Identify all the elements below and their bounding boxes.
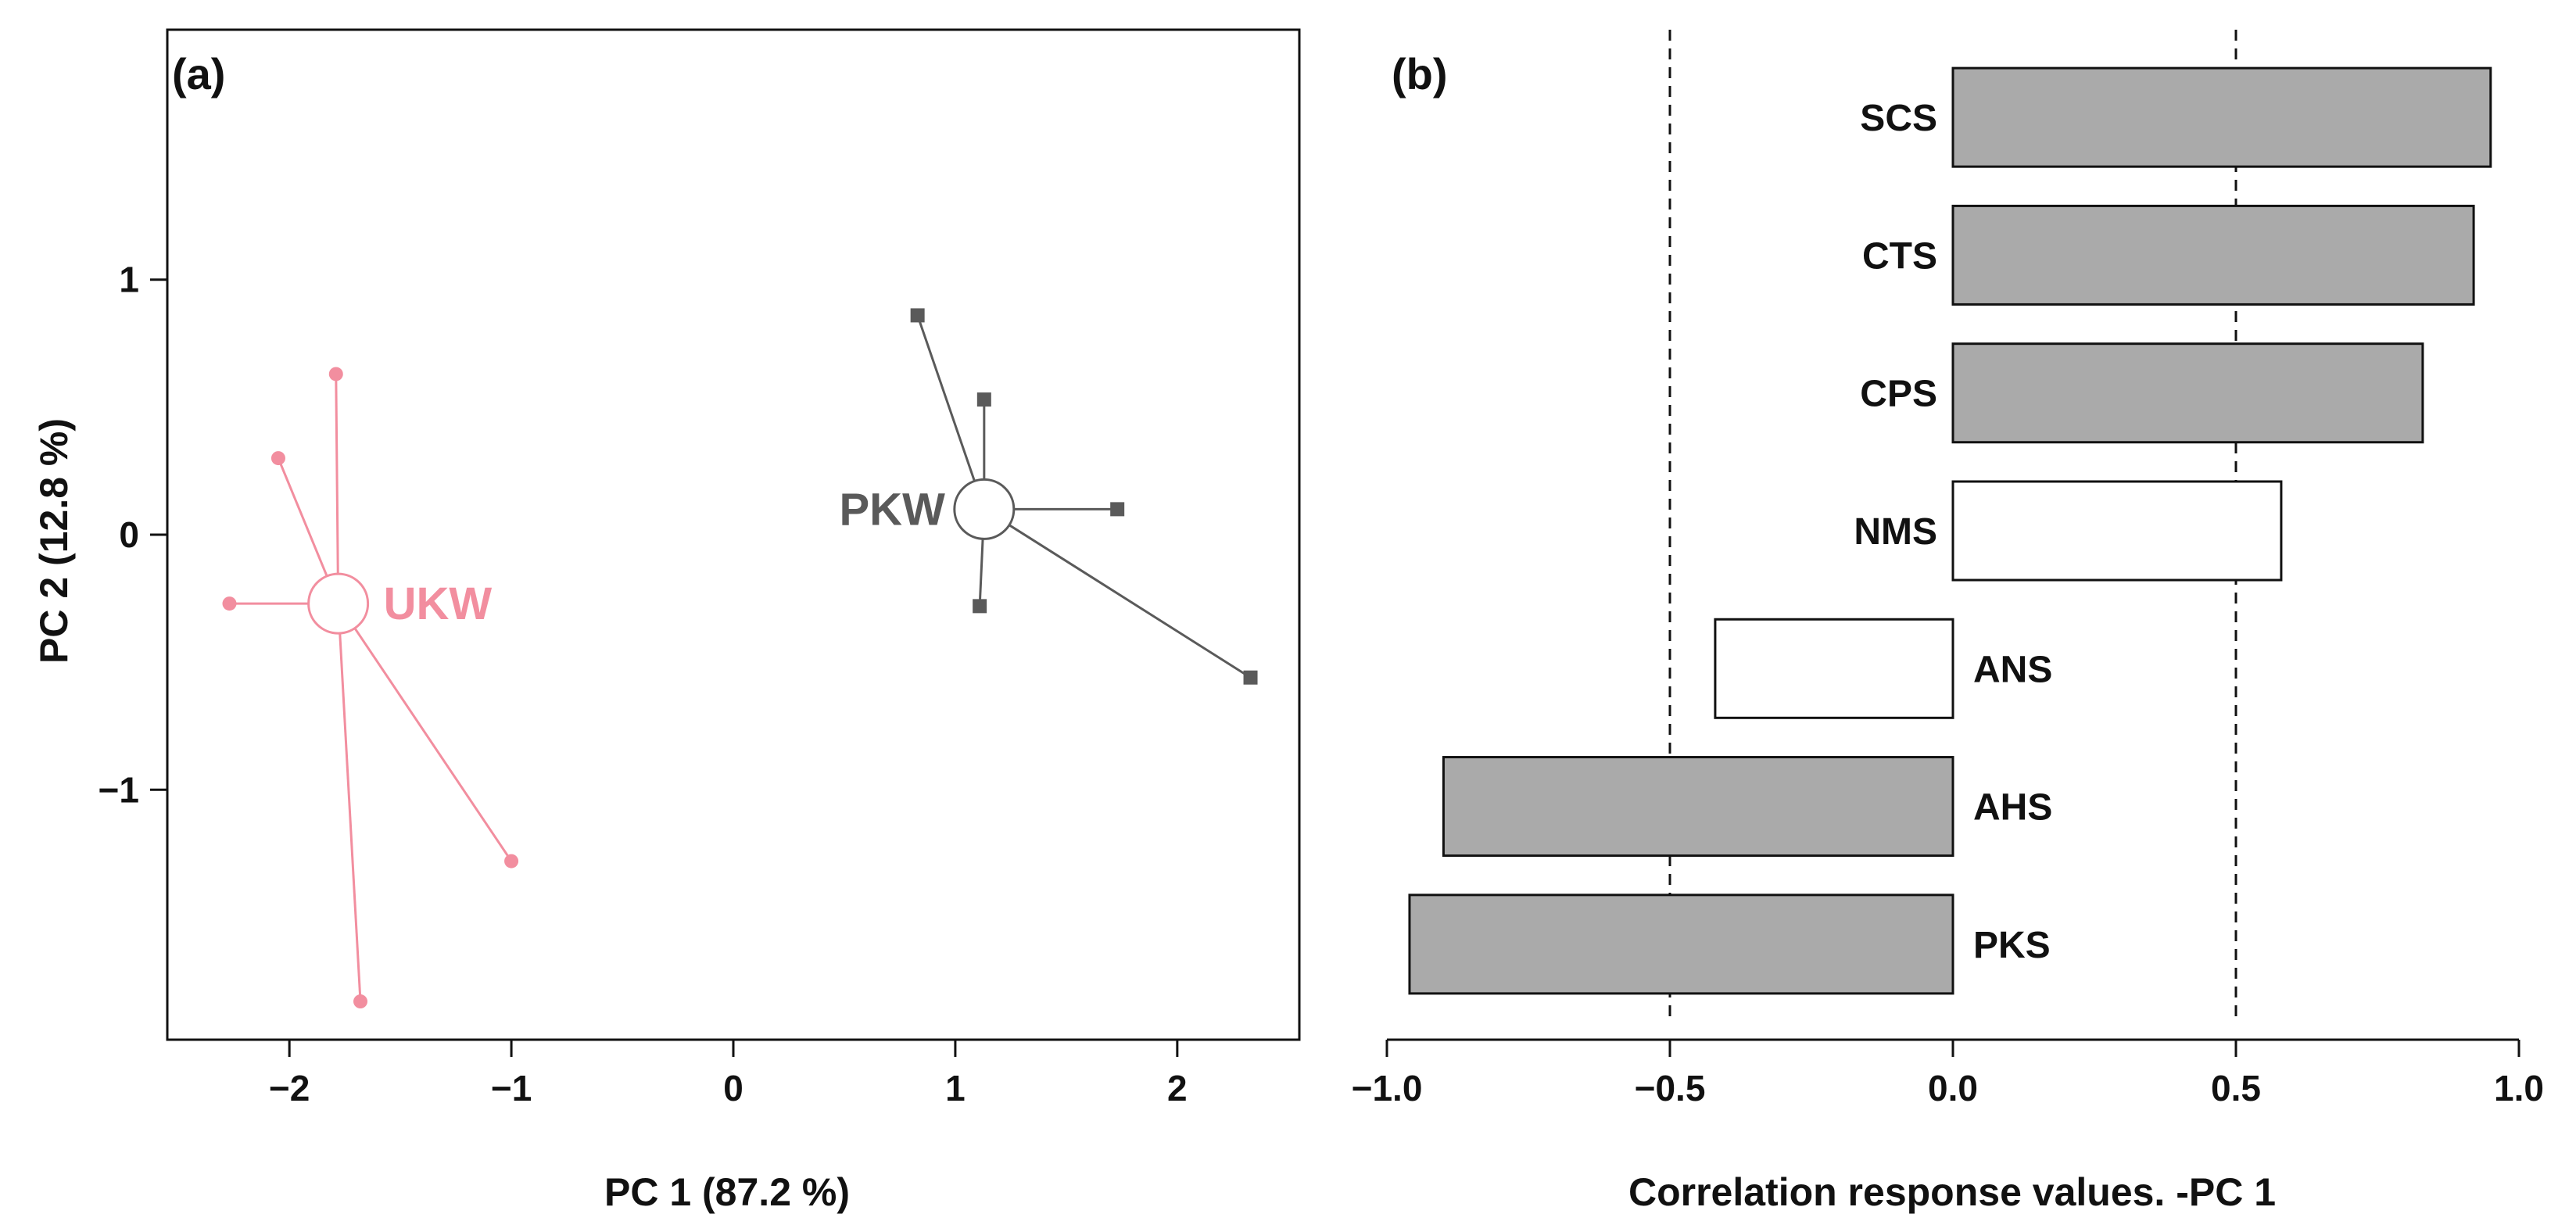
ukw-centroid bbox=[307, 572, 370, 635]
pkw-group-label: PKW bbox=[840, 484, 946, 535]
panel-b-label: (b) bbox=[1392, 49, 1448, 98]
bar-cps bbox=[1951, 342, 2424, 444]
bar-label-ans: ANS bbox=[1973, 649, 2052, 690]
pkw-point bbox=[973, 599, 987, 614]
ukw-spoke-line bbox=[337, 603, 513, 862]
ukw-point bbox=[328, 367, 343, 381]
panel-a-x-tick-label: −2 bbox=[269, 1068, 310, 1108]
panel-a-x-axis-title: PC 1 (87.2 %) bbox=[604, 1170, 850, 1214]
panel-b-x-tick-label: 1.0 bbox=[2494, 1068, 2544, 1108]
ukw-point bbox=[270, 451, 285, 466]
bar-nms bbox=[1951, 480, 2283, 582]
bar-ans bbox=[1714, 618, 1954, 719]
panel-a-x-tick-label: −1 bbox=[491, 1068, 532, 1108]
panel-a-label: (a) bbox=[172, 49, 225, 98]
ukw-point bbox=[504, 854, 519, 868]
panel-a-pca-plot: (a) −2 −1 0 1 2 −1 0 1 UKW PKW PC 1 (87.2 %) PC 2… bbox=[32, 28, 1301, 1214]
bar-pks bbox=[1408, 894, 1954, 995]
panel-a-x-tick-label: 2 bbox=[1167, 1068, 1188, 1108]
panel-a-y-tick-label: −1 bbox=[99, 769, 139, 810]
panel-b-bar-chart: (b) −1.0 −0.5 0.0 0.5 1.0 SCS CTS CPS NMS ANS AHS P… bbox=[1352, 30, 2544, 1214]
panel-a-y-tick-label: 1 bbox=[119, 260, 139, 300]
bar-label-scs: SCS bbox=[1860, 98, 1937, 139]
panel-a-y-tick-label: 0 bbox=[119, 514, 139, 555]
panel-b-plot-area: −1.0 −0.5 0.0 0.5 1.0 SCS CTS CPS NMS ANS AHS PKS bbox=[1352, 30, 2544, 1108]
ukw-point bbox=[353, 994, 368, 1009]
pkw-point bbox=[976, 392, 991, 407]
pkw-point bbox=[910, 308, 925, 323]
bar-label-nms: NMS bbox=[1854, 511, 1937, 553]
panel-a-y-axis-title: PC 2 (12.8 %) bbox=[32, 418, 76, 664]
ukw-point bbox=[222, 596, 237, 611]
ukw-group-label: UKW bbox=[384, 578, 493, 629]
panel-b-x-tick-label: 0.0 bbox=[1928, 1068, 1978, 1108]
panel-b-x-tick-label: 0.5 bbox=[2211, 1068, 2261, 1108]
ukw-spoke-line bbox=[335, 374, 340, 604]
pkw-spoke-line bbox=[916, 314, 986, 510]
panel-a-plot-area: −2 −1 0 1 2 −1 0 1 UKW PKW bbox=[99, 28, 1301, 1108]
bar-cts bbox=[1951, 204, 2475, 306]
bar-label-pks: PKS bbox=[1973, 925, 2051, 966]
panel-b-x-axis-title: Correlation response values. -PC 1 bbox=[1628, 1170, 2276, 1214]
panel-b-x-tick-label: −1.0 bbox=[1352, 1068, 1423, 1108]
bar-ahs bbox=[1442, 756, 1954, 858]
bar-label-cps: CPS bbox=[1860, 374, 1937, 415]
pkw-point bbox=[1243, 670, 1258, 685]
pkw-spoke-line bbox=[983, 508, 1252, 679]
ukw-spoke-line bbox=[337, 603, 362, 1002]
bar-label-ahs: AHS bbox=[1973, 787, 2052, 829]
panel-a-x-tick-label: 1 bbox=[945, 1068, 966, 1108]
panel-b-x-tick-label: −0.5 bbox=[1635, 1068, 1706, 1108]
bar-label-cts: CTS bbox=[1862, 235, 1937, 277]
bar-scs bbox=[1951, 66, 2492, 168]
pkw-centroid bbox=[953, 478, 1016, 540]
pkw-point bbox=[1110, 502, 1125, 517]
panel-a-x-tick-label: 0 bbox=[723, 1068, 743, 1108]
